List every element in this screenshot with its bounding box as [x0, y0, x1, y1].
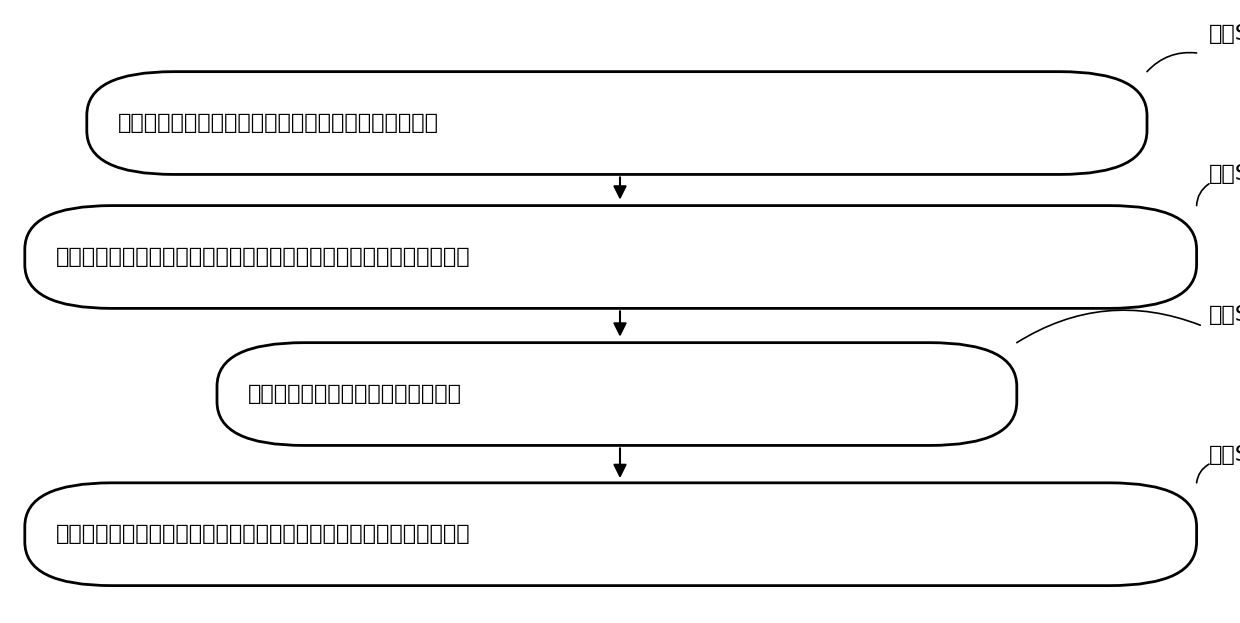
- Text: 步骤S2: 步骤S2: [1209, 164, 1240, 184]
- Text: 通过气泵向进气孔内输入气体，检测其缸盖与堵板之间形成腔室的气压: 通过气泵向进气孔内输入气体，检测其缸盖与堵板之间形成腔室的气压: [56, 524, 470, 545]
- Text: 将缸盖摆放在输送辊上，缸盖底面与输送辊的表面贴合: 将缸盖摆放在输送辊上，缸盖底面与输送辊的表面贴合: [118, 113, 439, 133]
- Text: 输送辊带动缸盖运动至压紧板底部，使得缸盖的端面与堵板相适配定位: 输送辊带动缸盖运动至压紧板底部，使得缸盖的端面与堵板相适配定位: [56, 247, 470, 267]
- FancyBboxPatch shape: [87, 72, 1147, 174]
- Text: 步骤S3: 步骤S3: [1209, 305, 1240, 325]
- Text: 使用加压装置上的压紧板对缸盖压紧: 使用加压装置上的压紧板对缸盖压紧: [248, 384, 463, 404]
- FancyBboxPatch shape: [217, 343, 1017, 445]
- Text: 步骤S4: 步骤S4: [1209, 445, 1240, 465]
- FancyBboxPatch shape: [25, 483, 1197, 586]
- Text: 步骤S1: 步骤S1: [1209, 24, 1240, 44]
- FancyBboxPatch shape: [25, 206, 1197, 308]
